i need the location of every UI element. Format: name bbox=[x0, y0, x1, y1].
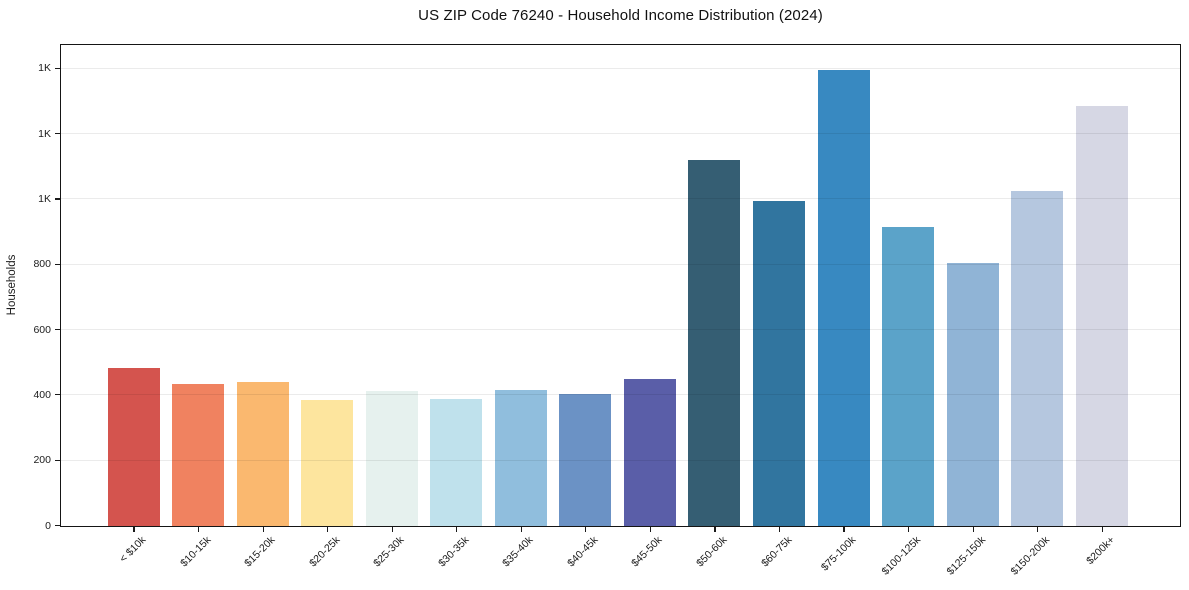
y-tick-label: 0 bbox=[45, 519, 51, 532]
x-tick-mark bbox=[391, 527, 393, 532]
bar-$15-20k bbox=[236, 382, 289, 526]
gridline-y-1400 bbox=[61, 67, 1180, 69]
plot-area bbox=[60, 44, 1181, 527]
gridline-y-1000 bbox=[61, 198, 1180, 200]
x-tick-mark bbox=[456, 527, 458, 532]
bar-$25-30k bbox=[365, 391, 418, 526]
bar-$200k+ bbox=[1075, 106, 1128, 526]
gridline-y-400 bbox=[61, 394, 1180, 396]
bar-$40-45k bbox=[559, 393, 612, 526]
x-tick-mark bbox=[133, 527, 135, 532]
y-tick-mark bbox=[55, 524, 60, 527]
y-tick-label: 1K bbox=[38, 62, 51, 75]
bar-$50-60k bbox=[688, 159, 741, 526]
y-tick-mark bbox=[55, 459, 60, 461]
x-tick-mark bbox=[908, 527, 910, 532]
gridline-y-1200 bbox=[61, 133, 1180, 135]
gridline-y-200 bbox=[61, 459, 1180, 461]
bar-$35-40k bbox=[494, 389, 547, 526]
y-tick-label: 600 bbox=[33, 323, 51, 336]
x-tick-mark bbox=[197, 527, 200, 532]
y-tick-label: 1K bbox=[38, 192, 51, 205]
x-tick-mark bbox=[520, 527, 522, 532]
bar-< $10k bbox=[107, 368, 160, 526]
y-tick-mark bbox=[55, 394, 60, 396]
bar-$100-125k bbox=[882, 226, 935, 526]
y-tick-mark bbox=[55, 133, 60, 135]
bar-$45-50k bbox=[623, 379, 676, 526]
x-tick-mark bbox=[262, 527, 264, 532]
y-tick-label: 800 bbox=[33, 258, 51, 271]
y-tick-mark bbox=[55, 198, 60, 200]
bar-$30-35k bbox=[430, 398, 483, 526]
x-tick-mark bbox=[327, 527, 329, 532]
bar-$60-75k bbox=[753, 201, 805, 526]
gridline-y-800 bbox=[61, 263, 1180, 265]
bar-$150-200k bbox=[1011, 191, 1064, 526]
bar-$75-100k bbox=[817, 69, 870, 526]
chart-title: US ZIP Code 76240 - Household Income Dis… bbox=[418, 7, 823, 24]
x-tick-mark bbox=[843, 527, 845, 532]
plot-inner bbox=[61, 45, 1180, 526]
y-tick-mark bbox=[55, 263, 60, 265]
gridline-y-600 bbox=[61, 329, 1180, 331]
y-tick-label: 400 bbox=[33, 388, 51, 401]
bar-$125-150k bbox=[946, 263, 999, 526]
x-tick-mark bbox=[649, 527, 651, 532]
y-tick-mark bbox=[55, 328, 60, 331]
y-tick-mark bbox=[55, 67, 60, 69]
bar-$10-15k bbox=[172, 383, 225, 526]
x-tick-mark bbox=[972, 527, 974, 532]
x-tick-mark bbox=[1037, 527, 1039, 532]
x-tick-mark bbox=[778, 527, 781, 532]
x-tick-mark bbox=[1101, 527, 1103, 532]
x-tick-mark bbox=[585, 527, 587, 532]
bar-$20-25k bbox=[301, 399, 354, 526]
x-tick-mark bbox=[714, 527, 716, 532]
y-tick-label: 200 bbox=[33, 454, 51, 467]
y-tick-label: 1K bbox=[38, 127, 51, 140]
